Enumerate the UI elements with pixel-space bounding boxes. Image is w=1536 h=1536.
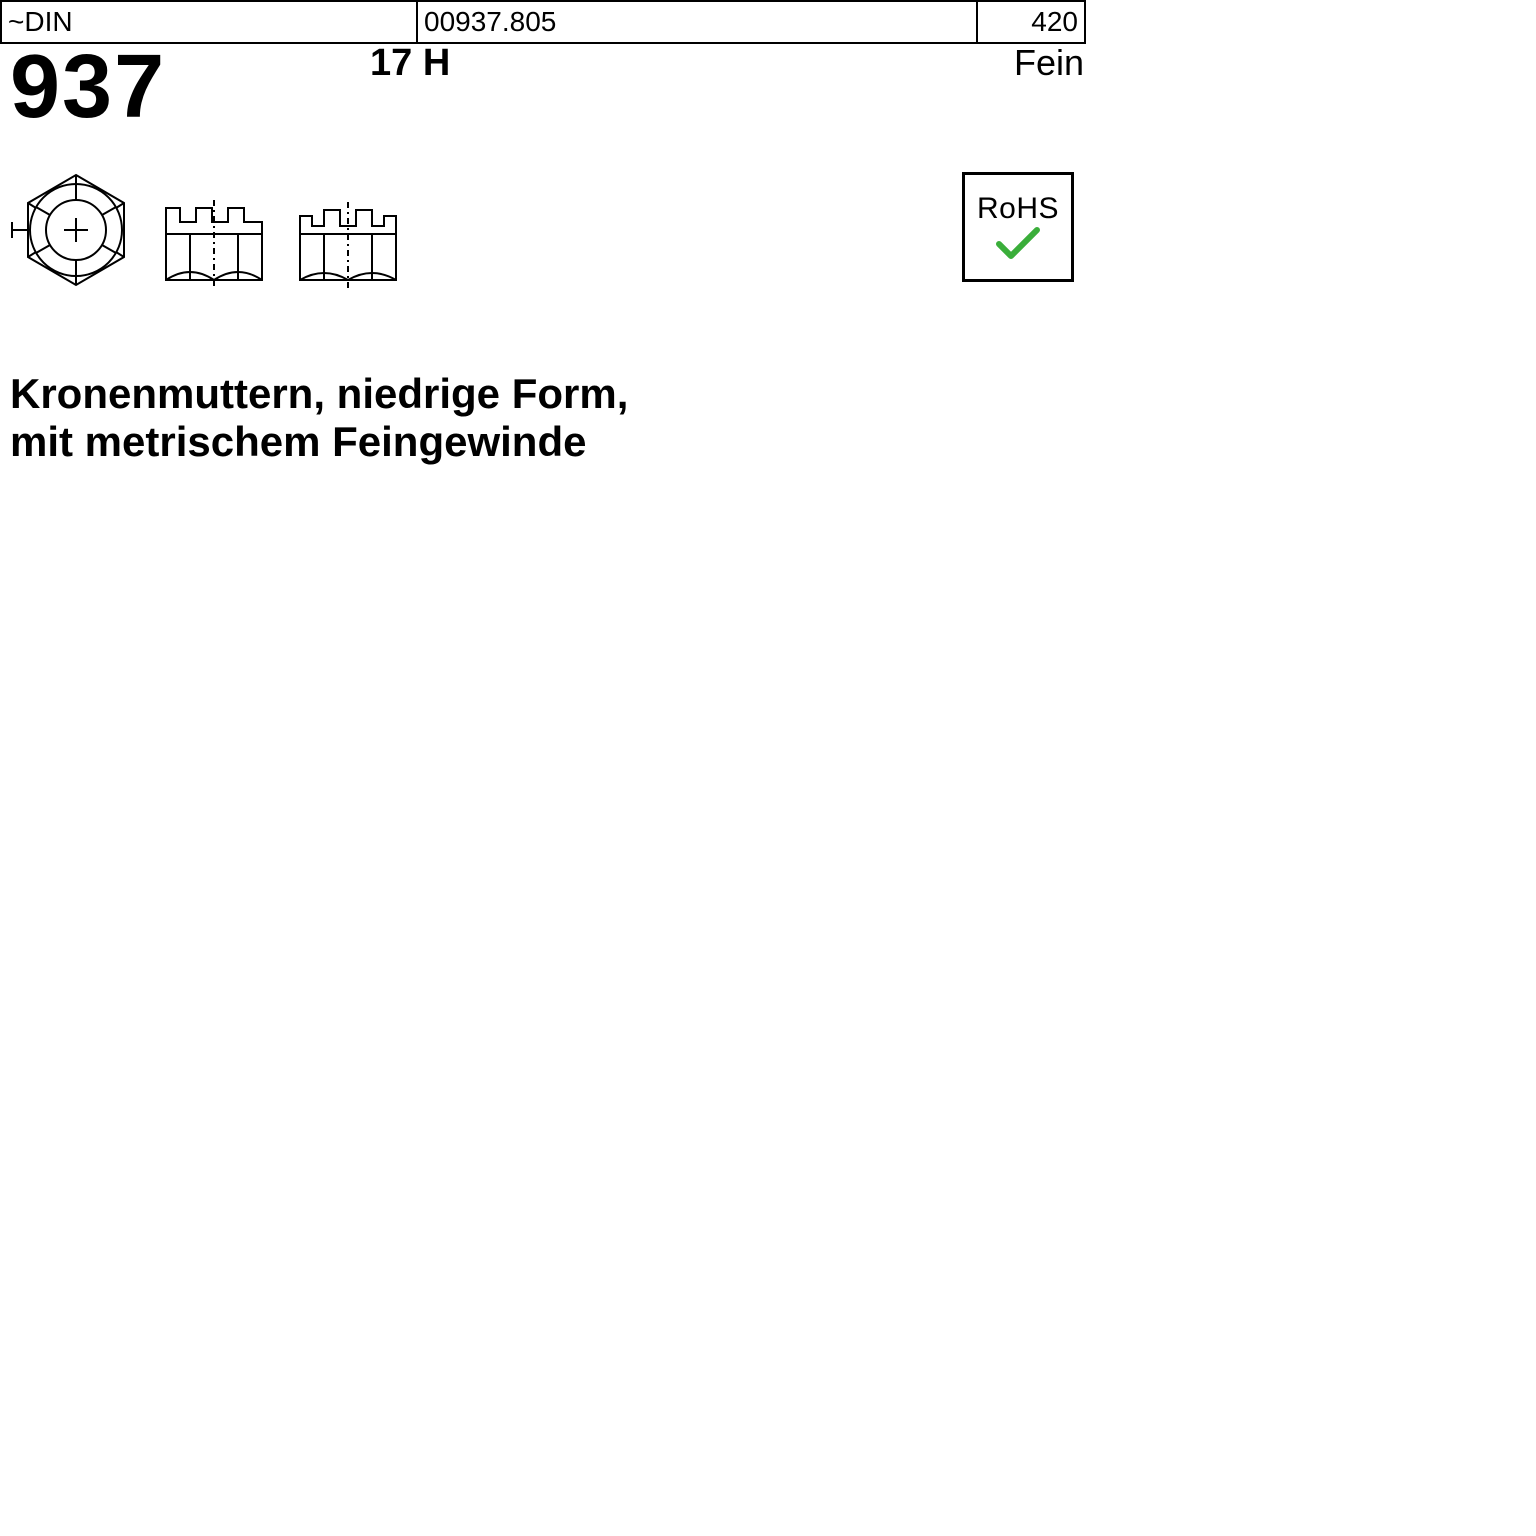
- rohs-check-icon: [993, 226, 1043, 262]
- technical-drawing: [6, 160, 406, 320]
- header-cell-code: 00937.805: [418, 2, 978, 42]
- nut-drawing-icon: [6, 160, 406, 320]
- standard-number: 937: [10, 36, 166, 139]
- rohs-badge: RoHS: [962, 172, 1074, 282]
- thread-label: Fein: [1014, 42, 1084, 84]
- header-code-text: 00937.805: [424, 6, 556, 38]
- datasheet-page: ~DIN 00937.805 420 937 17 H Fein: [0, 0, 1536, 1536]
- rohs-label: RoHS: [977, 192, 1059, 226]
- header-qty-text: 420: [1031, 6, 1078, 38]
- description-line2: mit metrischem Feingewinde: [10, 418, 910, 466]
- description: Kronenmuttern, niedrige Form, mit metris…: [10, 370, 910, 467]
- description-line1: Kronenmuttern, niedrige Form,: [10, 370, 910, 418]
- grade-label: 17 H: [370, 42, 450, 85]
- header-cell-qty: 420: [978, 2, 1086, 42]
- header-standard-text: ~DIN: [8, 6, 73, 38]
